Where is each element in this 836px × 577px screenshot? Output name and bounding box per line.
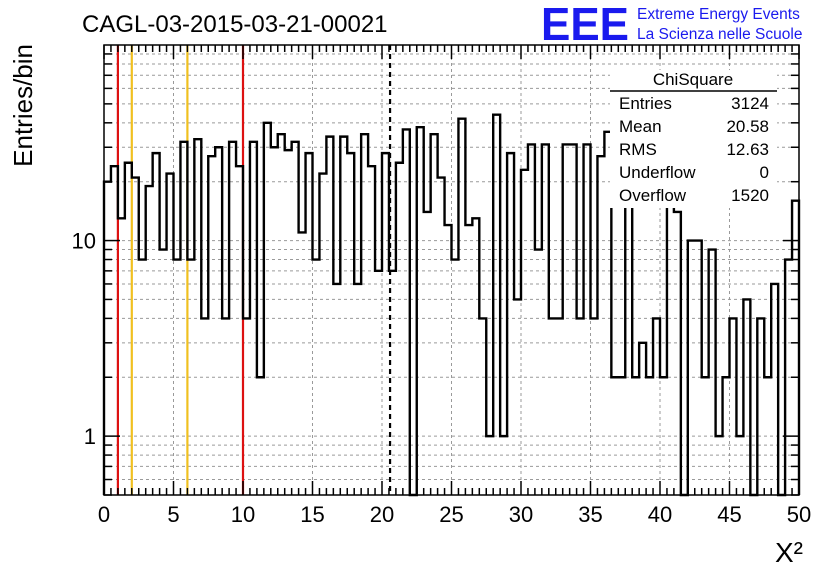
y-tick-label: 1 bbox=[84, 424, 96, 449]
histogram-bin bbox=[660, 377, 667, 495]
x-tick-label: 5 bbox=[167, 502, 179, 527]
histogram-bin bbox=[702, 377, 709, 495]
y-tick-labels: 1 10 bbox=[72, 229, 96, 450]
histogram-bin bbox=[549, 318, 556, 495]
histogram-bin bbox=[452, 260, 459, 495]
stats-box: ChiSquare Entries 3124 Mean 20.58 RMS 12.63 Un… bbox=[610, 70, 777, 208]
histogram-bin bbox=[632, 377, 639, 495]
histogram-bin bbox=[465, 225, 472, 495]
histogram-bin bbox=[736, 436, 743, 495]
stats-rows: Entries 3124 Mean 20.58 RMS 12.63 Underflow 0 Ov… bbox=[619, 94, 769, 205]
x-tick-label: 20 bbox=[370, 502, 394, 527]
x-tick-label: 40 bbox=[648, 502, 672, 527]
histogram-bin bbox=[285, 150, 292, 495]
stats-label-overflow: Overflow bbox=[619, 186, 687, 205]
histogram-bin bbox=[764, 377, 771, 495]
axes bbox=[103, 44, 800, 496]
histogram-bin bbox=[611, 377, 618, 495]
x-tick-label: 30 bbox=[509, 502, 533, 527]
histogram-bin bbox=[486, 436, 493, 495]
x-tick-label: 15 bbox=[300, 502, 324, 527]
stats-value-mean: 20.58 bbox=[726, 117, 769, 136]
x-tick-label: 25 bbox=[439, 502, 463, 527]
stats-title: ChiSquare bbox=[653, 70, 733, 89]
histogram-bin bbox=[445, 225, 452, 495]
eee-logo: EEE bbox=[541, 0, 629, 50]
histogram-bin bbox=[118, 218, 125, 495]
histogram-bin bbox=[313, 260, 320, 495]
histogram-bin bbox=[500, 436, 507, 495]
histogram-bin bbox=[514, 299, 521, 495]
histogram-bin bbox=[375, 271, 382, 495]
y-tick-label: 10 bbox=[72, 229, 96, 254]
stats-value-underflow: 0 bbox=[760, 163, 769, 182]
histogram-bin bbox=[278, 134, 285, 495]
run-title: CAGL-03-2015-03-21-00021 bbox=[82, 11, 388, 38]
x-tick-label: 10 bbox=[231, 502, 255, 527]
histogram-bin bbox=[243, 318, 250, 495]
histogram-bin bbox=[299, 232, 306, 495]
stats-value-rms: 12.63 bbox=[726, 140, 769, 159]
histogram-bin bbox=[577, 318, 584, 495]
stats-value-entries: 3124 bbox=[731, 94, 769, 113]
x-tick-label: 35 bbox=[578, 502, 602, 527]
histogram-bin bbox=[257, 377, 264, 495]
histogram-bin bbox=[160, 250, 167, 495]
histogram-bin bbox=[424, 212, 431, 495]
histogram-bin bbox=[174, 260, 181, 495]
stats-value-overflow: 1520 bbox=[731, 186, 769, 205]
stats-label-underflow: Underflow bbox=[619, 163, 696, 182]
project-name-line: Extreme Energy Events bbox=[637, 6, 800, 23]
histogram-bin bbox=[271, 147, 278, 495]
x-axis-label: X² bbox=[775, 537, 803, 568]
histogram-bin bbox=[201, 318, 208, 495]
histogram-bin bbox=[535, 250, 542, 495]
histogram-bin bbox=[556, 318, 563, 495]
stats-label-mean: Mean bbox=[619, 117, 662, 136]
x-tick-labels: 0 5 10 15 20 25 30 35 40 45 50 bbox=[98, 502, 811, 527]
histogram-bin bbox=[139, 260, 146, 495]
x-tick-label: 45 bbox=[717, 502, 741, 527]
histogram-bin bbox=[716, 436, 723, 495]
grid bbox=[104, 45, 799, 495]
histogram-bin bbox=[333, 284, 340, 495]
stats-label-rms: RMS bbox=[619, 140, 657, 159]
stats-box-background bbox=[610, 70, 777, 208]
histogram-bin bbox=[389, 271, 396, 495]
project-subtitle-line: La Scienza nelle Scuole bbox=[637, 26, 802, 43]
x-tick-label: 0 bbox=[98, 502, 110, 527]
histogram-bin bbox=[354, 284, 361, 495]
histogram-bin bbox=[646, 377, 653, 495]
y-axis-label: Entries/bin bbox=[8, 44, 38, 167]
stats-label-entries: Entries bbox=[619, 94, 672, 113]
eee-logo-text: EEE bbox=[541, 0, 629, 50]
histogram-bin bbox=[591, 318, 598, 495]
x-tick-label: 50 bbox=[787, 502, 811, 527]
histogram-bin bbox=[222, 318, 229, 495]
histogram-bin bbox=[618, 377, 625, 495]
histogram-bin bbox=[187, 260, 194, 495]
